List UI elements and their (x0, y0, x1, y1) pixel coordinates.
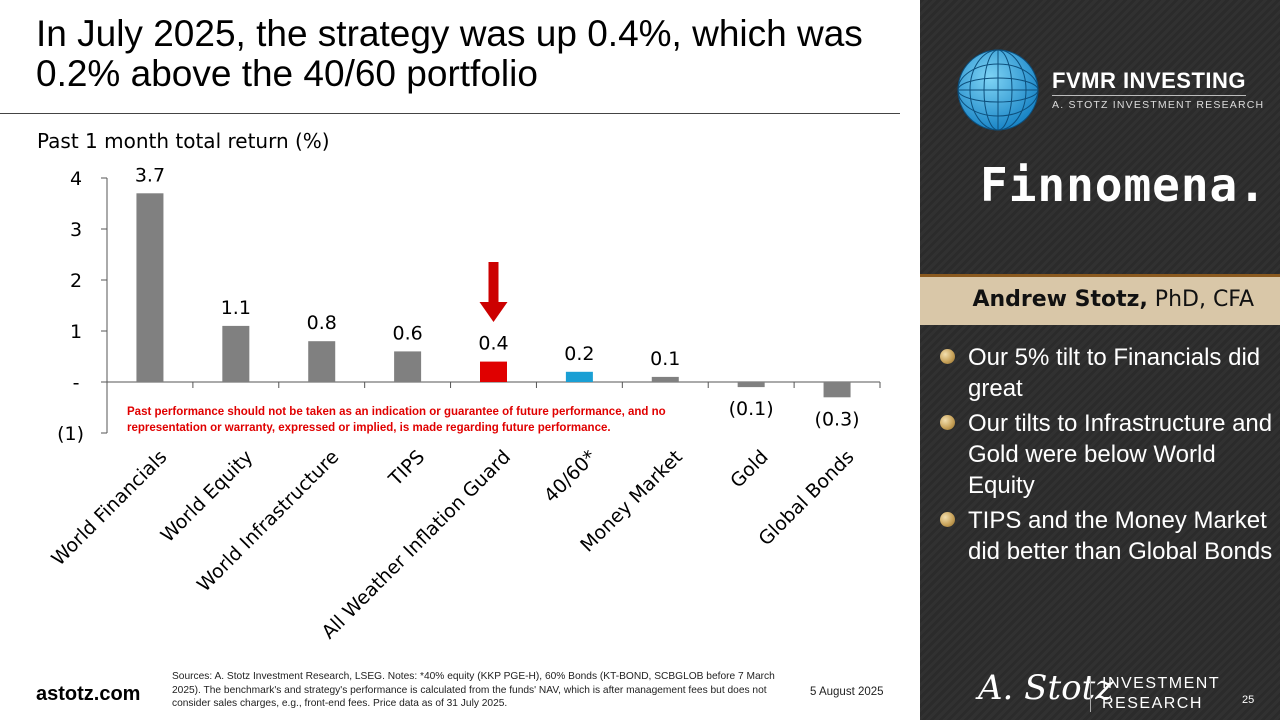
brand-divider (1052, 95, 1246, 96)
data-label: (0.3) (815, 408, 860, 430)
bar (737, 382, 765, 388)
bar (394, 351, 422, 382)
bar (823, 382, 851, 398)
research-logo-text: INVESTMENT RESEARCH (1102, 674, 1220, 714)
data-label: 0.4 (478, 333, 508, 355)
footer-date: 5 August 2025 (810, 686, 884, 698)
category-label: World Infrastructure (193, 446, 343, 596)
data-label: 0.8 (307, 312, 337, 334)
page-number: 25 (1242, 694, 1255, 706)
y-tick-label: 3 (70, 219, 82, 241)
author-bar: Andrew Stotz, PhD, CFA (920, 274, 1280, 325)
data-label: 0.6 (393, 322, 423, 344)
signature-divider (1090, 676, 1091, 712)
data-label: 0.1 (650, 348, 680, 370)
y-tick-label: 2 (70, 270, 82, 292)
globe-logo-icon (957, 49, 1039, 131)
highlight-arrow-head (479, 302, 508, 322)
bar (565, 371, 593, 382)
bullet-icon (940, 415, 955, 430)
y-tick-label: 4 (70, 168, 82, 190)
bar (222, 325, 250, 382)
brand-subtitle: A. STOTZ INVESTMENT RESEARCH (1052, 99, 1265, 111)
research-line-2: RESEARCH (1102, 695, 1203, 712)
category-label: All Weather Inflation Guard (318, 446, 515, 643)
category-label: World Financials (47, 446, 171, 570)
bar (308, 341, 336, 382)
data-label: 3.7 (135, 164, 165, 186)
list-item: Our tilts to Infrastructure and Gold wer… (934, 408, 1274, 501)
bullet-icon (940, 512, 955, 527)
bullet-icon (940, 349, 955, 364)
chart-title: Past 1 month total return (%) (37, 129, 330, 153)
list-item: TIPS and the Money Market did better tha… (934, 505, 1274, 567)
disclaimer-text: Past performance should not be taken as … (127, 406, 666, 434)
bar (136, 193, 164, 382)
category-label: 40/60* (540, 446, 601, 507)
footer-site-link[interactable]: astotz.com (36, 683, 141, 705)
bar (480, 361, 507, 382)
data-label: 0.2 (564, 343, 594, 365)
author-credentials: PhD, CFA (1147, 287, 1254, 312)
data-label: 1.1 (221, 297, 251, 319)
sources-note: Sources: A. Stotz Investment Research, L… (172, 671, 775, 709)
y-tick-label: - (73, 372, 80, 394)
y-tick-label: (1) (57, 423, 84, 445)
bullet-text: Our tilts to Infrastructure and Gold wer… (968, 410, 1273, 499)
y-tick-label: 1 (70, 321, 82, 343)
slide-title: In July 2025, the strategy was up 0.4%, … (36, 13, 863, 94)
signature-logo: A. Stotz (978, 668, 1114, 708)
list-item: Our 5% tilt to Financials did great (934, 342, 1274, 404)
brand-name: FVMR INVESTING (1052, 68, 1247, 93)
author-name: Andrew Stotz, PhD, CFA (972, 287, 1254, 312)
category-label: Gold (726, 446, 772, 492)
highlight-arrow-shaft (488, 262, 499, 304)
partner-logo: Finnomena. (980, 158, 1267, 212)
bar (651, 376, 679, 382)
title-divider (0, 113, 900, 114)
research-line-1: INVESTMENT (1102, 675, 1221, 692)
author-name-bold: Andrew Stotz, (972, 287, 1148, 312)
category-label: TIPS (384, 446, 429, 491)
data-label: (0.1) (729, 398, 774, 420)
key-points-list: Our 5% tilt to Financials did great Our … (934, 342, 1274, 571)
bullet-text: TIPS and the Money Market did better tha… (968, 507, 1273, 565)
right-panel: FVMR INVESTING A. STOTZ INVESTMENT RESEA… (920, 0, 1280, 720)
bullet-text: Our 5% tilt to Financials did great (968, 344, 1261, 402)
bar-chart: Past 1 month total return (%) 4 3 2 1 - (1) 3.7… (37, 129, 881, 643)
